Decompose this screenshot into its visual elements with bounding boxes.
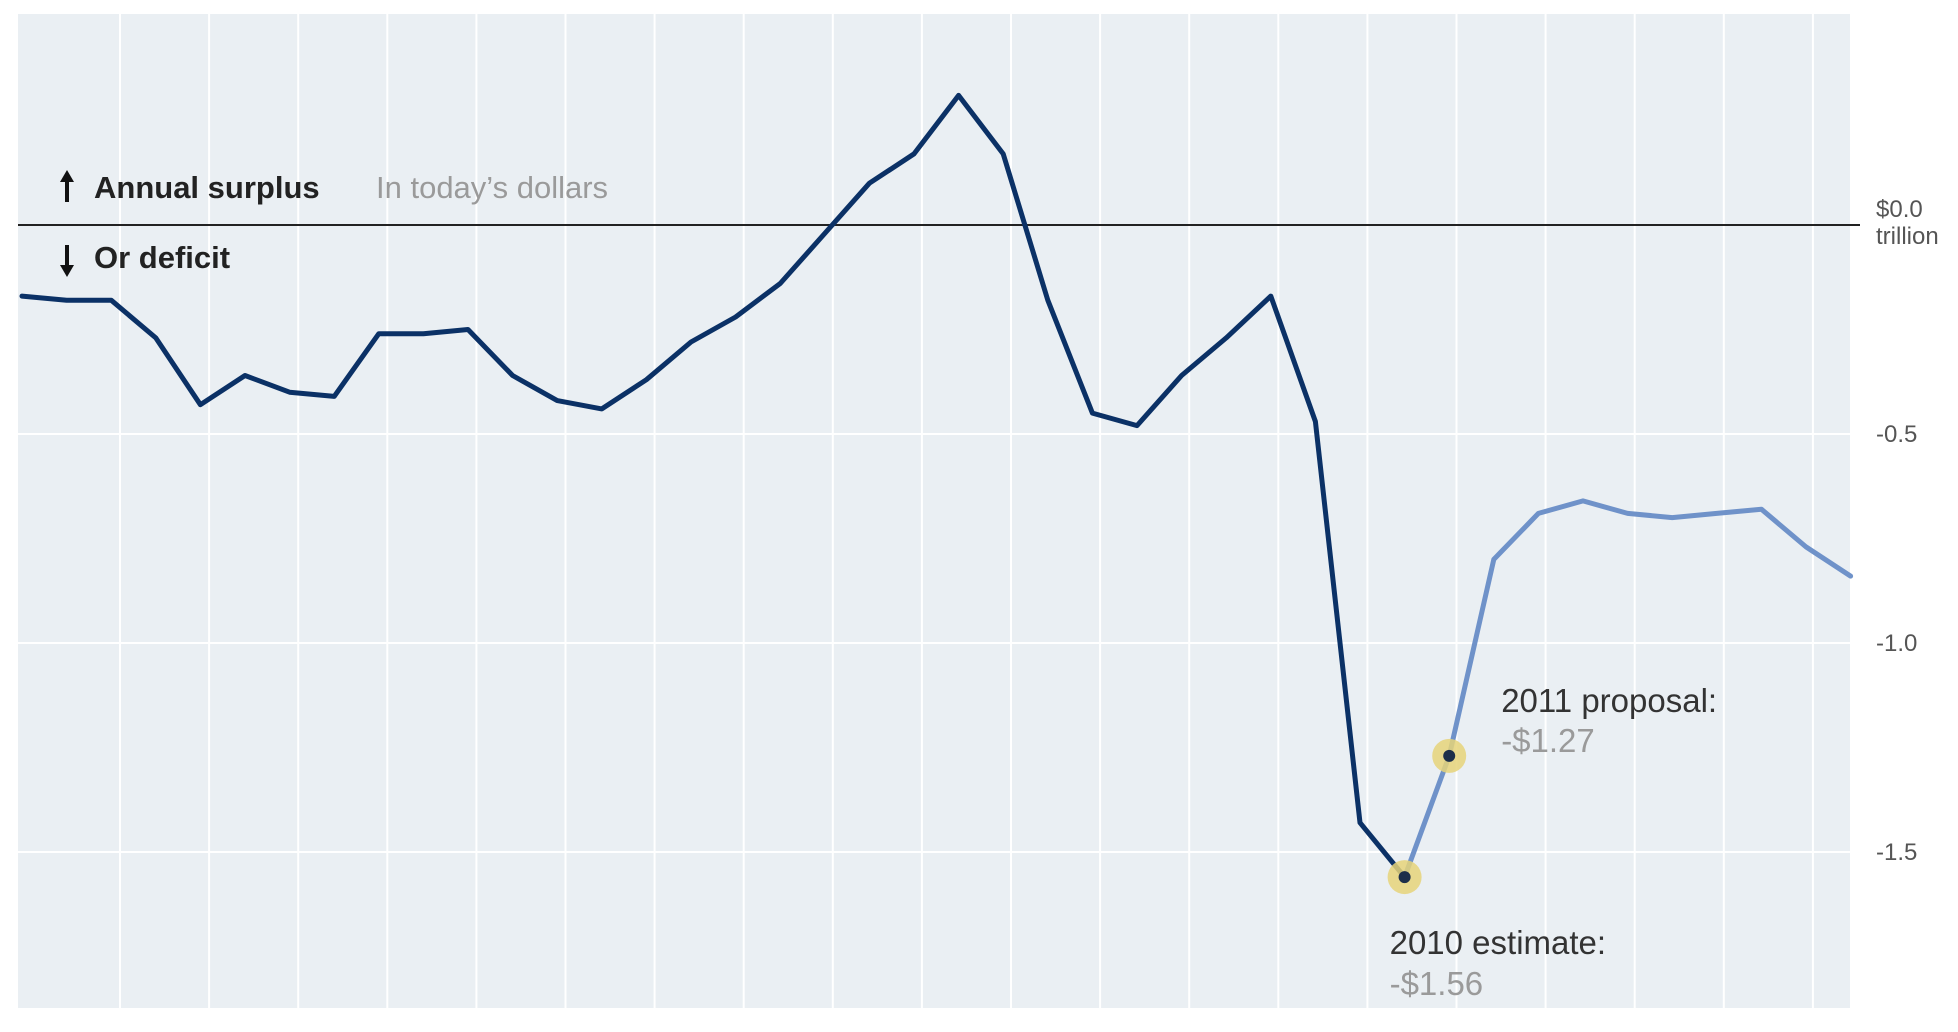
legend-surplus-label: Annual surplus bbox=[94, 170, 320, 205]
data-point bbox=[1443, 749, 1456, 762]
data-lines bbox=[19, 92, 1854, 880]
y-axis-unit: trillion bbox=[1876, 223, 1939, 250]
annotation-2010-label: 2010 estimate: bbox=[1390, 924, 1606, 961]
arrow-down-icon bbox=[60, 245, 74, 277]
annotation-2011-value: -$1.27 bbox=[1501, 722, 1595, 759]
data-point bbox=[1398, 871, 1411, 884]
horizontal-gridlines bbox=[18, 433, 1850, 853]
highlight-markers bbox=[1387, 738, 1467, 895]
series-line-projected bbox=[1402, 498, 1854, 880]
y-tick-label: -0.5 bbox=[1876, 421, 1917, 448]
legend-deficit-label: Or deficit bbox=[94, 240, 230, 275]
y-tick-label: -1.5 bbox=[1876, 839, 1917, 866]
legend-note: In today’s dollars bbox=[376, 170, 608, 205]
arrow-up-icon bbox=[60, 170, 74, 202]
legend: Annual surplus In today’s dollars Or def… bbox=[60, 170, 608, 277]
series-line-actual bbox=[19, 92, 1408, 880]
plot-background bbox=[18, 14, 1850, 1008]
y-tick-label: $0.0 bbox=[1876, 196, 1923, 223]
annotations: 2010 estimate: -$1.56 2011 proposal:-$1.27 bbox=[1390, 682, 1717, 1002]
y-tick-label: -1.0 bbox=[1876, 630, 1917, 657]
annotation-2011-label: 2011 proposal: bbox=[1501, 682, 1717, 719]
annotation-2010-value: -$1.56 bbox=[1390, 965, 1484, 1002]
